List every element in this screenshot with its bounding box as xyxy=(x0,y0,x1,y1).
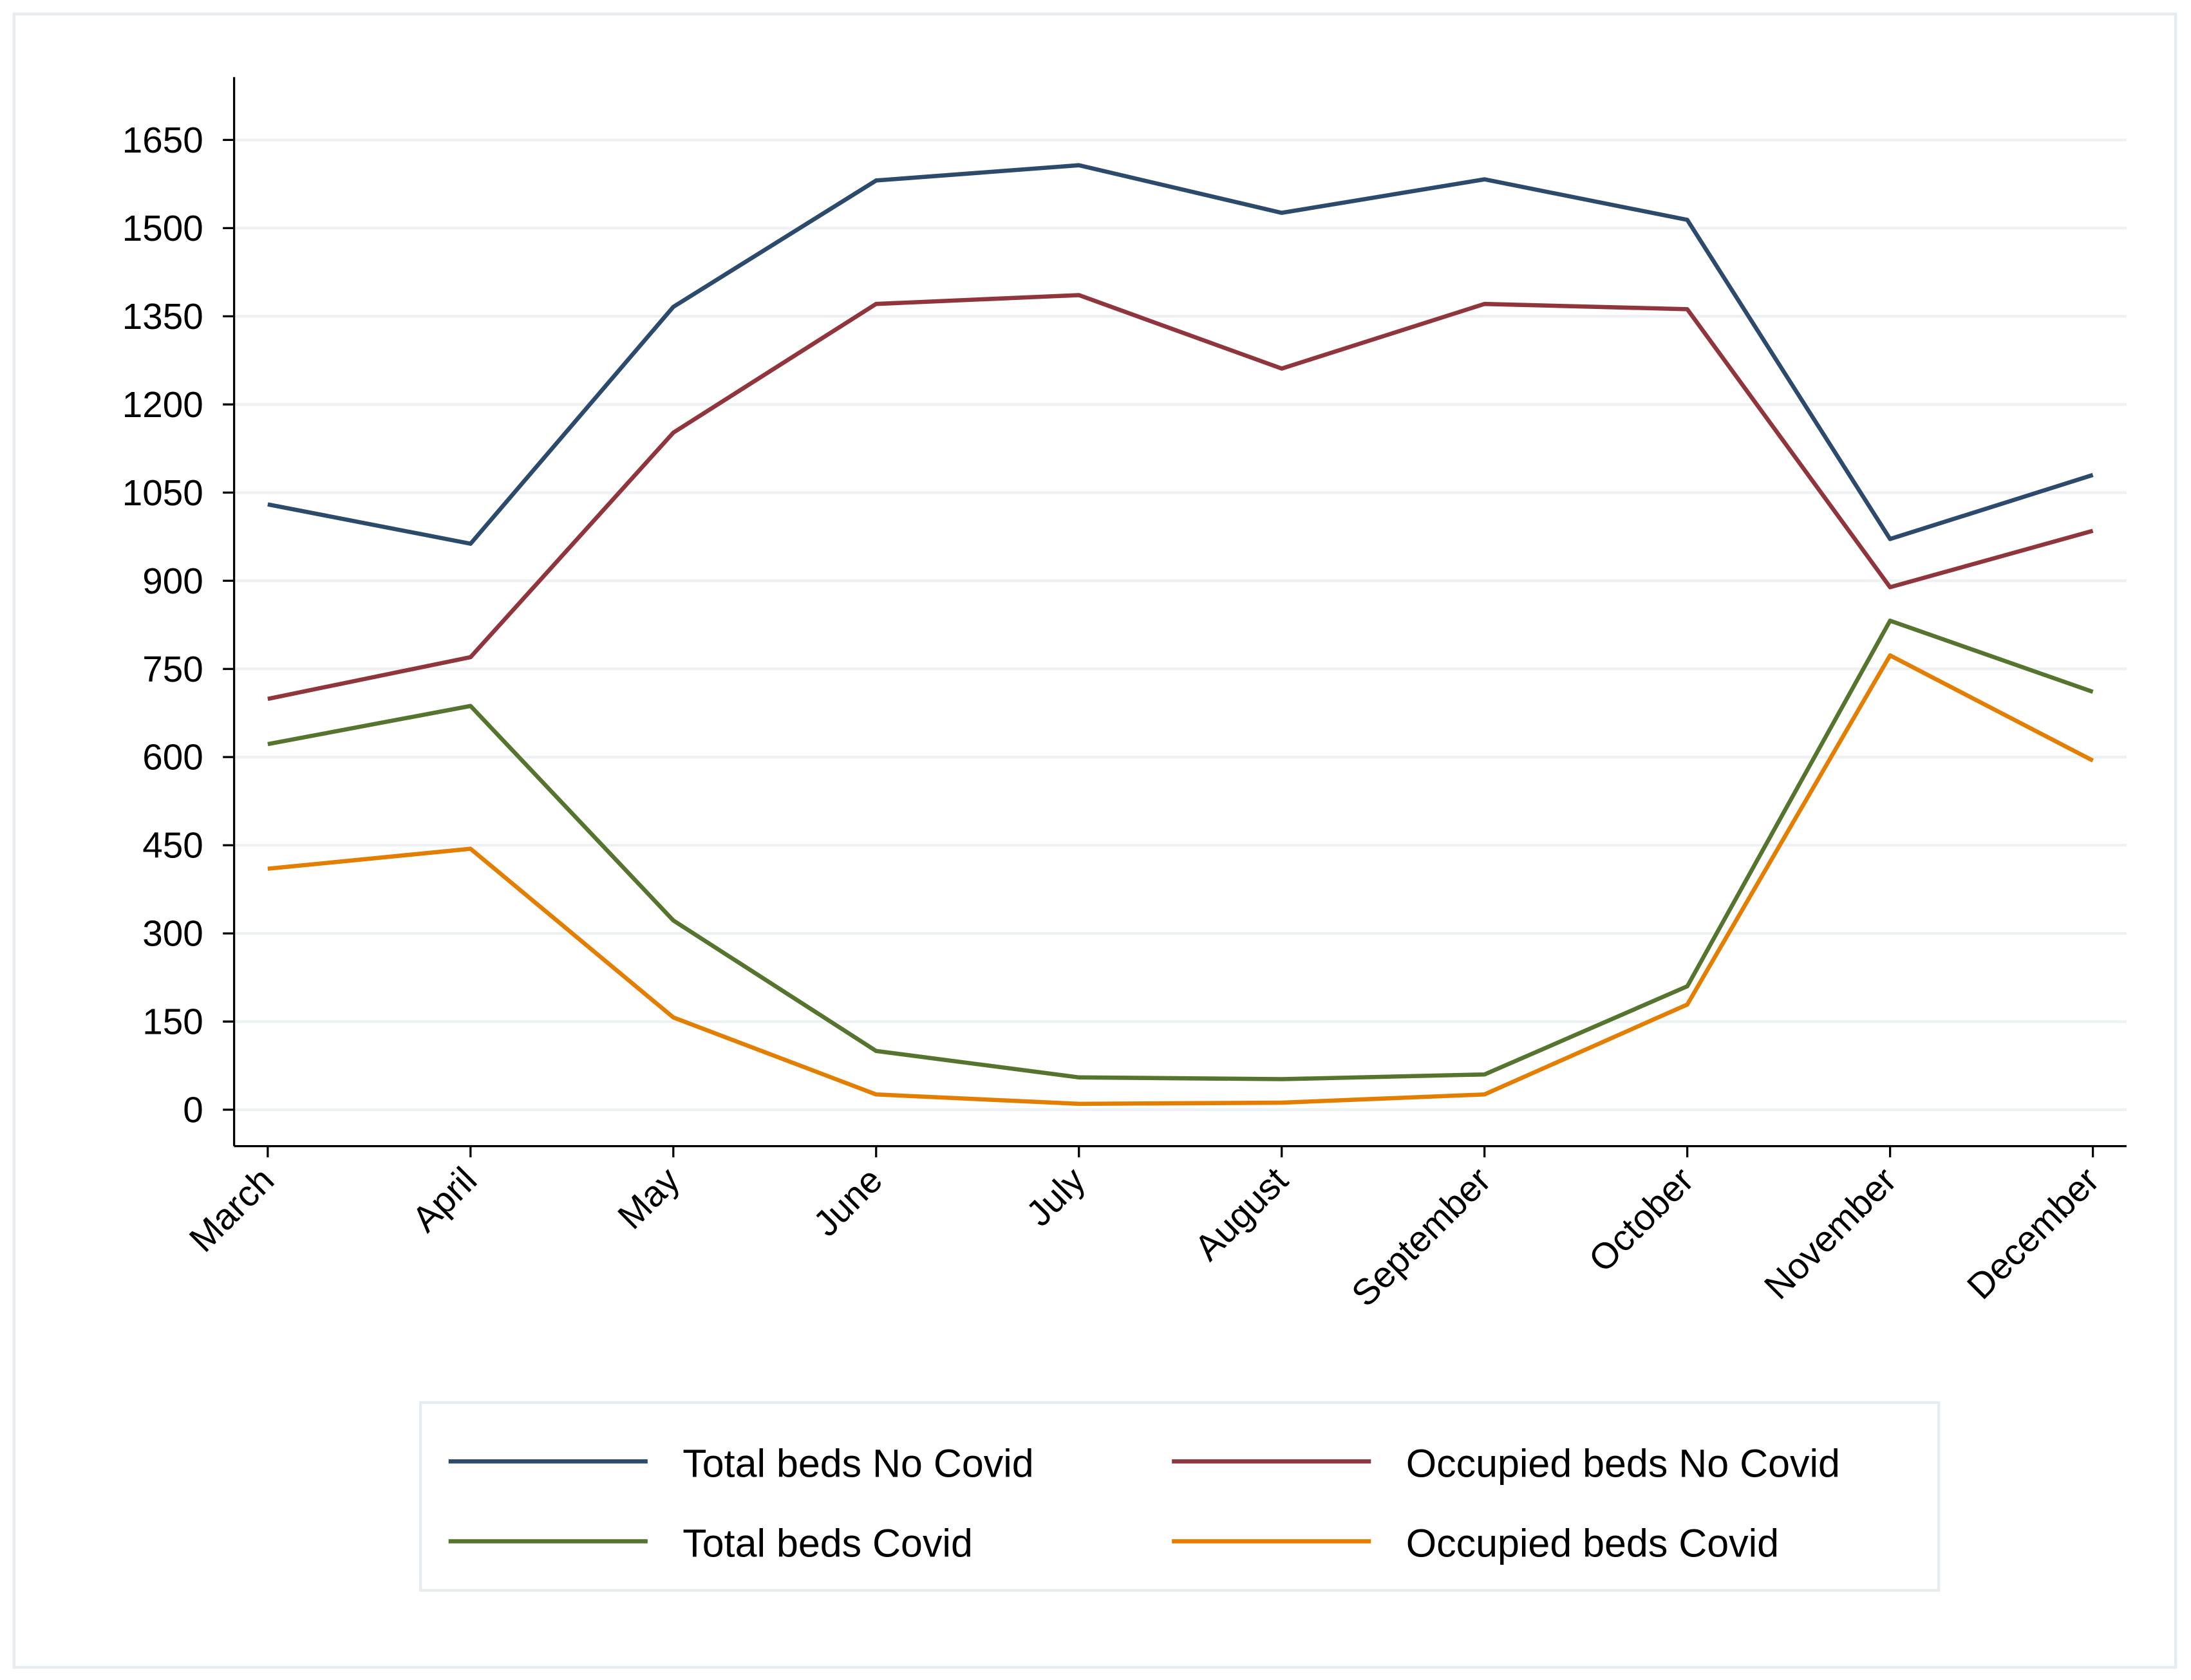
y-tick-label: 1200 xyxy=(122,384,203,425)
legend-label: Occupied beds No Covid xyxy=(1406,1441,1840,1485)
frame xyxy=(12,12,2177,1669)
y-tick-label: 0 xyxy=(183,1090,203,1130)
y-tick-label: 1500 xyxy=(122,208,203,248)
y-tick-label: 1350 xyxy=(122,296,203,337)
legend-label: Total beds Covid xyxy=(682,1521,973,1565)
series-line xyxy=(267,293,2094,701)
y-tick-label: 300 xyxy=(142,913,203,954)
legend-box xyxy=(418,1401,1941,1592)
series-line xyxy=(267,619,2094,1081)
series-line xyxy=(267,163,2094,546)
y-tick-label: 1650 xyxy=(122,120,203,160)
y-tick-label: 150 xyxy=(142,1002,203,1042)
y-tick-label: 900 xyxy=(142,561,203,601)
y-tick-label: 750 xyxy=(142,649,203,689)
y-tick-label: 1050 xyxy=(122,472,203,513)
legend-label: Occupied beds Covid xyxy=(1406,1521,1779,1565)
y-tick-label: 600 xyxy=(142,737,203,778)
y-tick-label: 450 xyxy=(142,825,203,866)
legend-label: Total beds No Covid xyxy=(682,1441,1033,1485)
series-line xyxy=(267,653,2094,1106)
